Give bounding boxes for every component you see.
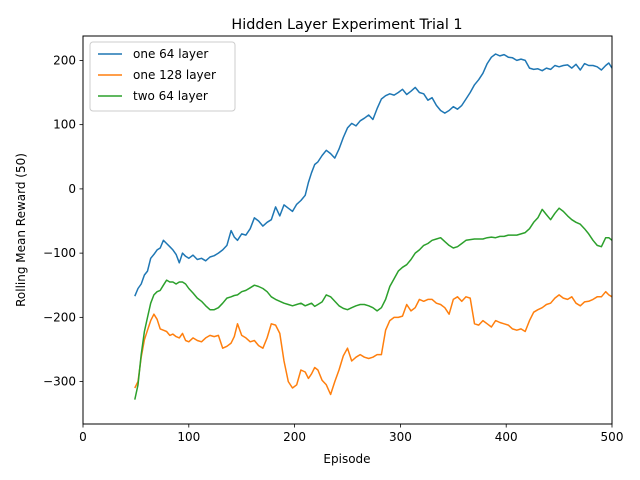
y-axis-label: Rolling Mean Reward (50) (14, 153, 28, 307)
legend-label-1: one 64 layer (133, 47, 208, 61)
legend-label-3: two 64 layer (133, 89, 208, 103)
y-tick-label: −200 (43, 310, 76, 324)
plot-frame (82, 35, 613, 425)
plot-area (82, 35, 613, 425)
legend-items: one 64 layer one 128 layer two 64 layer (98, 47, 216, 103)
legend: one 64 layer one 128 layer two 64 layer (89, 41, 236, 112)
x-tick-label: 300 (389, 430, 412, 444)
x-axis-label: Episode (323, 452, 370, 466)
chart-title: Hidden Layer Experiment Trial 1 (231, 17, 462, 33)
legend-box (89, 41, 236, 112)
x-axis-ticks: 0 100 200 300 400 500 (79, 424, 623, 444)
y-tick-label: 200 (53, 53, 76, 67)
x-tick-label: 400 (495, 430, 518, 444)
y-axis-ticks: −300 −200 −100 0 100 200 (43, 53, 83, 389)
x-tick-label: 500 (601, 430, 624, 444)
y-tick-label: 100 (53, 118, 76, 132)
y-tick-label: 0 (68, 182, 76, 196)
x-tick-label: 0 (79, 430, 87, 444)
series-line-2 (134, 290, 612, 396)
x-tick-label: 200 (283, 430, 306, 444)
series-line-3 (134, 207, 612, 400)
y-tick-label: −300 (43, 375, 76, 389)
series-line-1 (134, 53, 612, 297)
legend-label-2: one 128 layer (133, 68, 216, 82)
x-tick-label: 100 (177, 430, 200, 444)
y-tick-label: −100 (43, 246, 76, 260)
series-layer (134, 53, 612, 400)
